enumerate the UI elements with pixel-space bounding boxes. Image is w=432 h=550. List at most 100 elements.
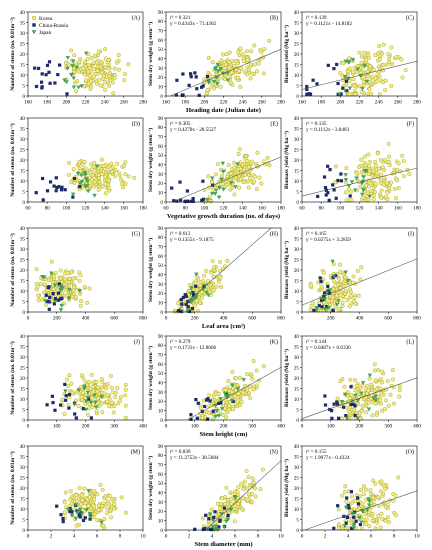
point-korea [379,516,384,521]
y-tick-label: 20 [20,158,26,164]
y-tick-label: 30 [294,247,300,253]
point-korea [337,276,342,281]
point-korea [254,187,259,192]
point-china-russia [332,526,336,530]
r-squared-label: r² = 0.279 [170,339,191,345]
point-korea [391,377,396,382]
point-japan [360,381,366,386]
point-korea [382,483,387,488]
point-korea [367,87,372,92]
point-china-russia [175,199,179,203]
y-tick-label: 0 [160,418,163,424]
point-korea [308,283,313,288]
y-tick-label: 20 [20,268,26,274]
point-korea [389,83,394,88]
point-china-russia [195,87,199,91]
point-korea [380,80,385,85]
point-korea [354,383,359,388]
point-korea [378,181,383,186]
point-korea [111,165,116,170]
point-korea [236,49,241,54]
point-japan [215,69,220,74]
point-china-russia [44,293,48,297]
point-japan [53,299,58,304]
y-tick-label: 35 [20,454,26,460]
point-korea [385,379,390,383]
point-japan [361,188,366,193]
point-korea [397,394,402,399]
point-korea [67,172,72,177]
point-korea [340,304,345,308]
point-korea [232,192,237,197]
y-tick-label: 90 [158,334,164,340]
y-axis-label: Stem dry weight (g stem⁻¹) [147,22,154,86]
point-china-russia [60,185,64,189]
point-korea [373,481,378,486]
point-china-russia [356,496,360,500]
y-axis-label: Number of stems (no. 0.01m⁻²) [9,123,16,197]
point-korea [399,57,404,62]
x-tick-label: 160 [394,206,402,212]
point-china-russia [331,275,335,279]
point-korea [375,79,380,84]
y-tick-label: 30 [20,31,26,37]
point-japan [94,164,100,169]
plot-frame [27,11,144,97]
point-korea [370,512,375,516]
point-japan [330,259,335,264]
y-tick-label: 10 [158,190,164,196]
point-korea [95,518,100,523]
point-korea [228,490,233,495]
point-china-russia [194,398,198,402]
point-korea [85,300,90,305]
point-korea [105,506,110,511]
point-korea [331,262,336,267]
point-japan [71,76,76,81]
point-korea [102,517,107,521]
y-tick-label: 5 [296,517,299,523]
point-korea [109,161,114,166]
point-korea [338,262,343,267]
point-korea [258,47,263,52]
y-tick-label: 40 [20,444,26,450]
point-korea [81,66,86,71]
point-china-russia [336,178,340,183]
point-china-russia [190,199,194,203]
equation-label: y = 11.2753x - 38.5684 [170,455,219,461]
y-tick-label: 35 [294,126,300,132]
y-tick-label: 15 [294,496,300,502]
point-korea [262,47,267,52]
point-korea [238,84,243,89]
point-korea [383,88,388,93]
x-tick-label: 400 [356,316,364,322]
y-tick-label: 25 [294,147,300,153]
point-korea [336,522,341,527]
point-korea [375,387,380,391]
point-korea [342,384,347,389]
point-china-russia [72,176,76,181]
y-tick-label: 0 [22,418,25,424]
y-tick-label: 20 [20,52,26,58]
point-korea [232,160,237,165]
y-tick-label: 40 [294,116,300,122]
y-tick-label: 25 [294,475,300,481]
point-japan [88,515,93,520]
point-china-russia [63,188,67,192]
point-korea [117,399,122,404]
point-japan [84,177,89,182]
y-tick-label: 10 [294,289,300,295]
x-tick-label: 140 [239,206,247,212]
point-korea [383,158,387,162]
point-japan [60,285,65,290]
point-korea [257,175,262,180]
point-china-russia [200,85,204,89]
point-china-russia [328,168,332,172]
point-korea [69,180,74,185]
point-korea [123,160,128,165]
point-japan [212,527,217,532]
point-china-russia [47,70,51,74]
point-korea [100,184,105,189]
point-korea [232,63,237,68]
point-korea [85,497,90,502]
point-japan [347,86,352,91]
